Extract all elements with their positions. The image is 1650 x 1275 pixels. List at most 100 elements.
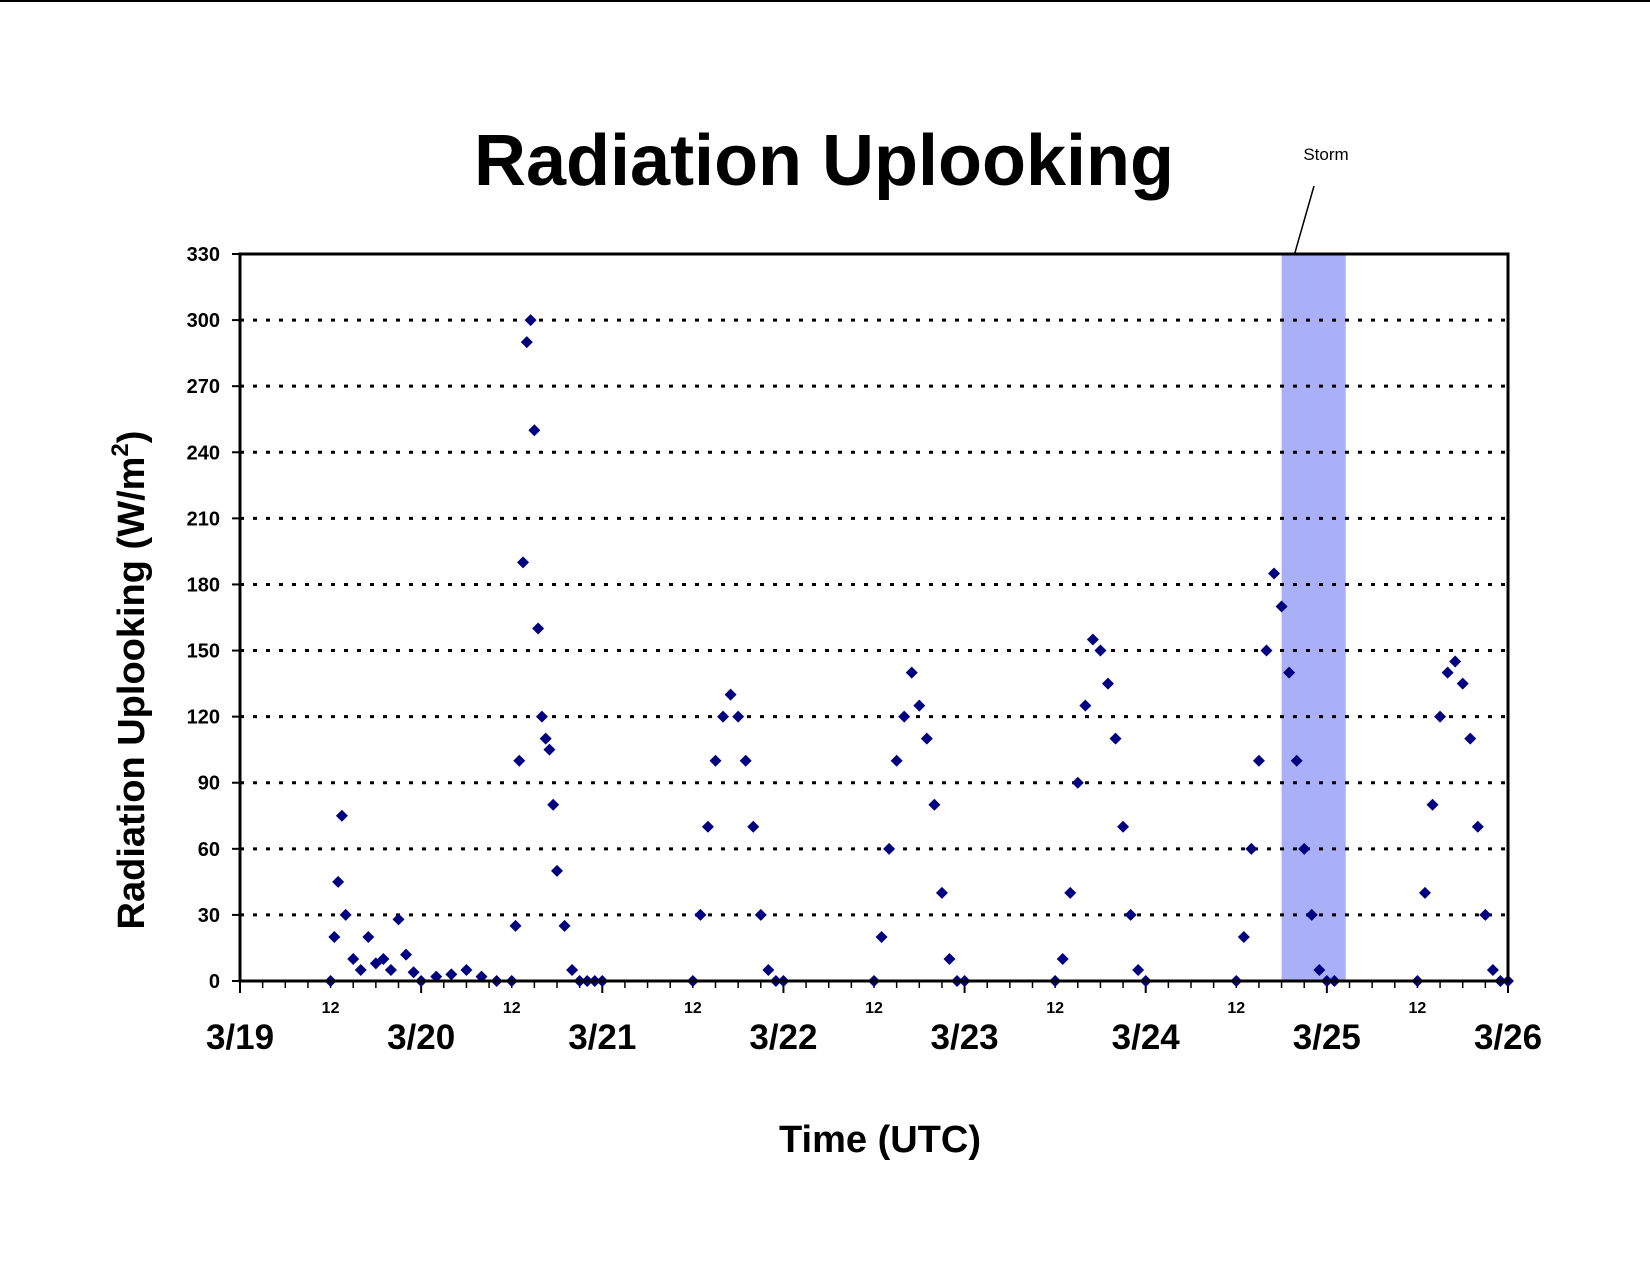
- data-point: [1486, 963, 1499, 976]
- data-point: [407, 966, 420, 979]
- y-tick-label: 270: [187, 376, 220, 398]
- data-point: [709, 754, 722, 767]
- data-point: [1479, 908, 1492, 921]
- x-date-label: 3/23: [931, 1018, 999, 1057]
- x-date-label: 3/24: [1112, 1018, 1181, 1057]
- data-point: [1471, 820, 1484, 833]
- data-point: [739, 754, 752, 767]
- storm-band: [1281, 254, 1346, 981]
- x-axis-ticks: 3/19 12 3/20 12 3/21 12 3/22 12 3/23 12 3/24 12 3/25…: [206, 981, 1542, 1057]
- data-point: [701, 820, 714, 833]
- data-point: [1441, 666, 1454, 679]
- x-noon-label: 12: [684, 1000, 702, 1017]
- data-point: [328, 930, 341, 943]
- data-point: [883, 842, 896, 855]
- y-tick-label: 60: [198, 839, 220, 861]
- data-point: [1426, 798, 1439, 811]
- storm-annotation-label: Storm: [1303, 145, 1348, 164]
- data-point: [1079, 699, 1092, 712]
- y-axis-title-close: ): [111, 431, 153, 444]
- y-tick-label: 210: [187, 508, 220, 530]
- x-noon-label: 12: [1227, 1000, 1245, 1017]
- data-point: [551, 864, 563, 877]
- data-point: [392, 913, 405, 926]
- data-point: [547, 798, 560, 811]
- data-point: [543, 743, 556, 756]
- gridlines: [240, 318, 1508, 917]
- data-point: [1290, 754, 1303, 767]
- data-point: [1260, 644, 1273, 657]
- y-axis-title: Radiation Uplooking (W/m2): [107, 431, 153, 930]
- y-axis-ticks: 0 30 60 90 120 150 180 210 240 270 300 330: [187, 244, 240, 993]
- data-point: [558, 919, 571, 932]
- data-point: [524, 314, 537, 327]
- data-point: [694, 908, 707, 921]
- data-point: [913, 699, 926, 712]
- data-point: [762, 963, 775, 976]
- top-border-line: [0, 0, 1650, 2]
- data-point: [445, 968, 458, 981]
- data-point: [875, 930, 888, 943]
- data-point: [1132, 963, 1145, 976]
- data-point: [1086, 633, 1099, 646]
- y-tick-label: 300: [187, 310, 220, 332]
- y-axis-title-superscript: 2: [107, 443, 134, 456]
- x-noon-label: 12: [1046, 1000, 1064, 1017]
- data-point: [539, 732, 552, 745]
- data-point: [1456, 677, 1469, 690]
- data-point: [566, 963, 579, 976]
- data-point: [920, 732, 933, 745]
- x-date-label: 3/26: [1474, 1018, 1542, 1057]
- data-point: [717, 710, 730, 723]
- data-point: [1275, 600, 1288, 613]
- x-noon-label: 12: [1409, 1000, 1427, 1017]
- data-point: [1283, 666, 1296, 679]
- data-point: [898, 710, 911, 723]
- y-tick-label: 180: [187, 574, 220, 596]
- data-point: [517, 556, 530, 569]
- data-point: [1071, 776, 1084, 789]
- data-point: [1449, 655, 1462, 668]
- data-point: [724, 688, 737, 701]
- data-point: [335, 809, 348, 822]
- data-point: [1064, 886, 1077, 899]
- data-point: [362, 930, 375, 943]
- x-date-label: 3/19: [206, 1018, 274, 1057]
- data-point: [1245, 842, 1258, 855]
- data-point: [1464, 732, 1477, 745]
- data-point: [1313, 963, 1326, 976]
- data-point: [1117, 820, 1130, 833]
- data-point: [509, 919, 522, 932]
- data-point: [460, 963, 473, 976]
- data-point: [347, 952, 360, 965]
- data-point: [1268, 567, 1281, 580]
- x-noon-label: 12: [503, 1000, 521, 1017]
- data-point: [354, 963, 367, 976]
- data-point: [332, 875, 345, 888]
- data-point: [1298, 842, 1311, 855]
- data-point: [1434, 710, 1447, 723]
- data-point: [535, 710, 548, 723]
- x-date-label: 3/20: [387, 1018, 455, 1057]
- data-point: [1124, 908, 1137, 921]
- y-tick-label: 330: [187, 244, 220, 266]
- chart-title: Radiation Uplooking: [474, 121, 1174, 201]
- data-point: [905, 666, 918, 679]
- x-noon-label: 12: [865, 1000, 883, 1017]
- data-point: [935, 886, 948, 899]
- x-date-label: 3/22: [749, 1018, 817, 1057]
- data-point: [1094, 644, 1107, 657]
- plot-frame: [238, 252, 1510, 983]
- y-axis-title-main: Radiation Uplooking (W/m: [111, 457, 153, 930]
- y-tick-label: 0: [209, 971, 220, 993]
- y-tick-label: 30: [198, 905, 220, 927]
- data-point: [1109, 732, 1122, 745]
- data-point: [532, 622, 545, 635]
- data-point: [1418, 886, 1431, 899]
- data-point: [377, 952, 390, 965]
- data-point: [1056, 952, 1069, 965]
- data-point: [747, 820, 760, 833]
- x-date-label: 3/21: [568, 1018, 636, 1057]
- data-point: [528, 424, 541, 437]
